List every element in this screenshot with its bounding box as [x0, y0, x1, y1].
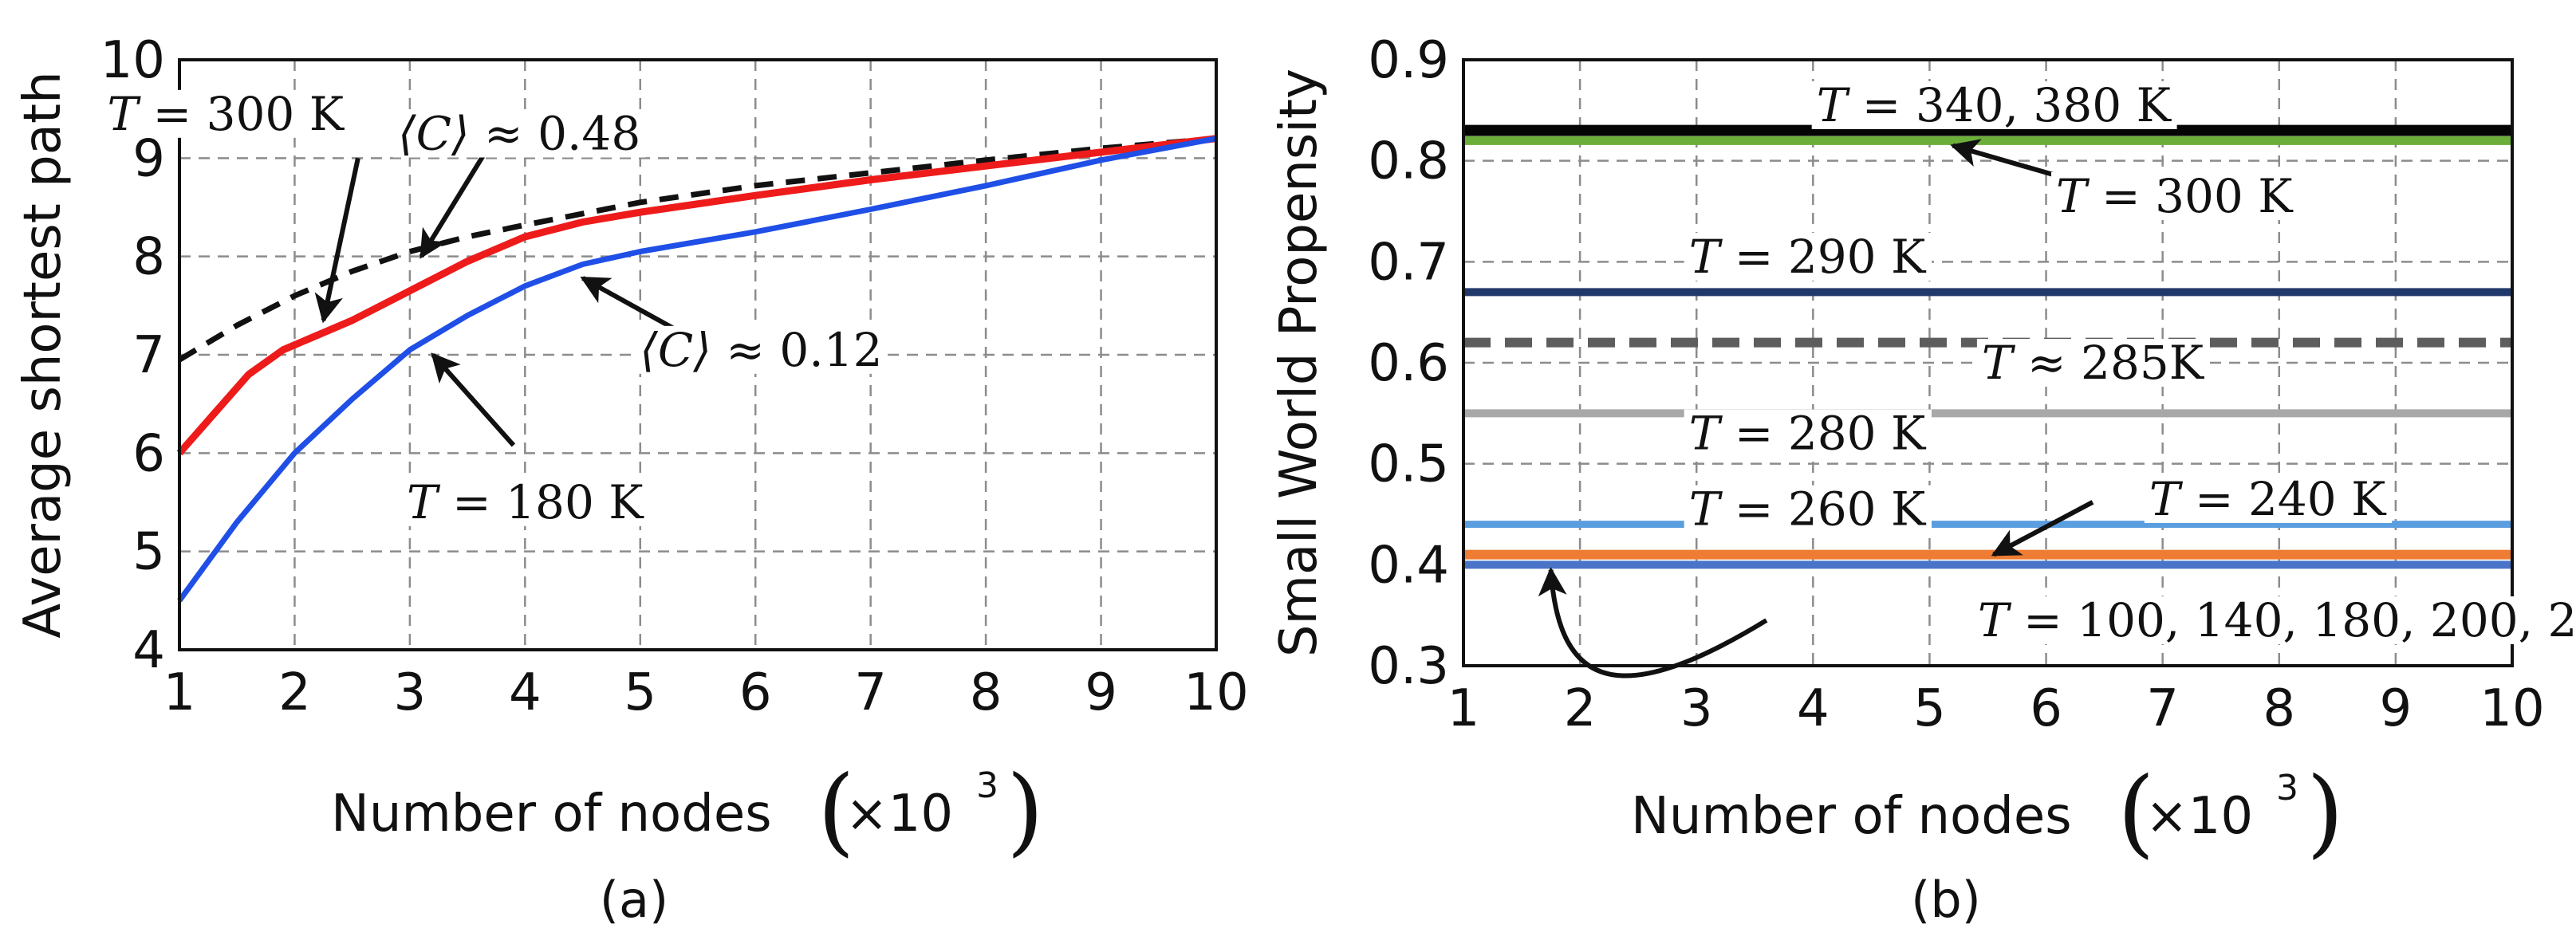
x-tick-label: 8 [970, 663, 1002, 722]
chart-panel-b: 1 2 3 4 5 6 7 8 9 10 0.3 0.4 0.5 0.6 0.7 0.8 0.9 T = 34… [1270, 31, 2576, 929]
y-tick-label: 10 [100, 31, 165, 90]
series-line-t-180-k [177, 136, 1217, 603]
annotation-label-bg [2050, 172, 2299, 220]
annotation-label: T = 260 K [1689, 482, 1927, 537]
y-tick-label: 9 [132, 129, 165, 188]
annotation-label-bg [635, 325, 888, 374]
x-tick-label: 5 [1913, 679, 1946, 738]
x-tick-label: 7 [854, 663, 887, 722]
plot-frame-b [1462, 58, 2514, 667]
annotation-label-bg [1973, 596, 2576, 644]
y-tick-label: 0.6 [1368, 334, 1449, 393]
x-tick-label: 6 [2030, 679, 2062, 738]
series-line-t-300-k [176, 135, 1217, 456]
panel-label-a: (a) [600, 871, 668, 929]
x-axis-exponent-a: 3 [976, 765, 998, 806]
x-tick-label: 10 [2479, 679, 2544, 738]
x-axis-paren-right-b: ) [2306, 757, 2344, 868]
annotation-label: T = 300 K [107, 87, 345, 141]
x-tick-label: 9 [2380, 679, 2413, 738]
annotation-arrow [314, 157, 360, 324]
x-tick-label: 10 [1184, 663, 1248, 722]
y-tick-label: 0.4 [1368, 536, 1449, 595]
x-axis-exponent-b: 3 [2276, 768, 2298, 808]
y-tick-label: 0.5 [1368, 435, 1449, 494]
annotation-label: T = 340, 380 K [1817, 78, 2172, 132]
x-tick-label: 5 [624, 663, 656, 722]
plot-frame-a [178, 58, 1218, 651]
annotation-label: T = 290 K [1689, 230, 1927, 284]
y-tick-label: 0.7 [1368, 233, 1449, 292]
x-tick-labels-b: 1 2 3 4 5 6 7 8 9 10 [1448, 679, 2545, 738]
series-group-b [1463, 124, 2512, 569]
annotation-label: T ≈ 285K [1982, 336, 2205, 390]
x-axis-paren-left-b: ( [2117, 757, 2155, 868]
annotation-label-bg [392, 109, 646, 158]
annotation-label-bg [1684, 233, 1932, 281]
annotation-label: T = 180 K [407, 475, 644, 529]
y-tick-label: 0.9 [1368, 31, 1449, 90]
annotation-label: T = 300 K [2056, 169, 2294, 223]
y-tick-label: 0.8 [1368, 132, 1449, 191]
x-tick-label: 9 [1085, 663, 1117, 722]
annotation-label-bg [1811, 81, 2177, 129]
y-tick-label: 8 [132, 228, 165, 287]
panel-label-b: (b) [1911, 871, 1981, 929]
annotation-arrow [431, 352, 516, 447]
annotation-label: T = 240 K [2149, 472, 2387, 526]
x-tick-label: 6 [739, 663, 772, 722]
x-tick-label: 4 [509, 663, 542, 722]
annotation-label-bg [402, 478, 650, 526]
x-axis-label-a: Number of nodes [331, 785, 772, 844]
y-tick-labels-a: 4 5 6 7 8 9 10 [100, 31, 165, 680]
series-group-a [176, 135, 1217, 603]
x-axis-paren-left-a: ( [817, 756, 855, 867]
annotation-arrow [1991, 500, 2094, 557]
x-tick-label: 1 [163, 663, 196, 722]
y-tick-labels-b: 0.3 0.4 0.5 0.6 0.7 0.8 0.9 [1368, 31, 1449, 696]
y-tick-label: 4 [132, 621, 165, 680]
annotation-label: T = 280 K [1689, 407, 1927, 461]
x-tick-label: 3 [394, 663, 427, 722]
annotation-label-bg [102, 89, 350, 138]
x-tick-label: 7 [2146, 679, 2179, 738]
annotation-arrow [419, 151, 487, 259]
y-tick-label: 5 [132, 523, 165, 582]
y-axis-label-a: Average shortest path [14, 71, 73, 638]
annotation-arrow [1538, 567, 1768, 678]
y-tick-label: 6 [132, 424, 165, 483]
annotation-label: ⟨C⟩ ≈ 0.48 [398, 107, 640, 161]
x-tick-label: 1 [1448, 679, 1480, 738]
y-tick-label: 7 [132, 326, 165, 385]
annotations-a: T = 300 K ⟨C⟩ ≈ 0.48 ⟨C⟩ ≈ 0.12 T = 180 K [102, 87, 888, 529]
x-axis-paren-right-a: ) [1006, 756, 1044, 867]
annotation-label-bg [1684, 485, 1932, 533]
x-tick-labels-a: 1 2 3 4 5 6 7 8 9 10 [163, 663, 1249, 722]
chart-panel-a: 1 2 3 4 5 6 7 8 9 10 4 5 6 7 8 9 10 T = 300 K ⟨C⟩ ≈ 0.48… [14, 31, 1249, 929]
x-tick-label: 3 [1680, 679, 1713, 738]
annotation-label: T = 100, 140, 180, 200, 220 K [1978, 593, 2576, 647]
x-axis-label-b: Number of nodes [1631, 787, 2072, 846]
annotation-label-bg [1976, 339, 2210, 387]
y-tick-label: 0.3 [1368, 637, 1449, 696]
x-axis-unit-a: ×10 [845, 785, 953, 844]
annotations-b: T = 340, 380 K T = 300 K T = 290 K T ≈ 285K… [1538, 78, 2576, 678]
annotation-label-bg [1684, 409, 1932, 458]
series-line-c-0-48 [178, 136, 1217, 363]
annotation-label: ⟨C⟩ ≈ 0.12 [640, 323, 882, 377]
x-tick-label: 2 [278, 663, 311, 722]
x-axis-unit-b: ×10 [2145, 787, 2253, 846]
x-tick-label: 8 [2263, 679, 2295, 738]
y-axis-label-b: Small World Propensity [1270, 69, 1329, 657]
x-tick-label: 2 [1564, 679, 1597, 738]
annotation-label-bg [2144, 475, 2393, 523]
x-tick-label: 4 [1797, 679, 1830, 738]
